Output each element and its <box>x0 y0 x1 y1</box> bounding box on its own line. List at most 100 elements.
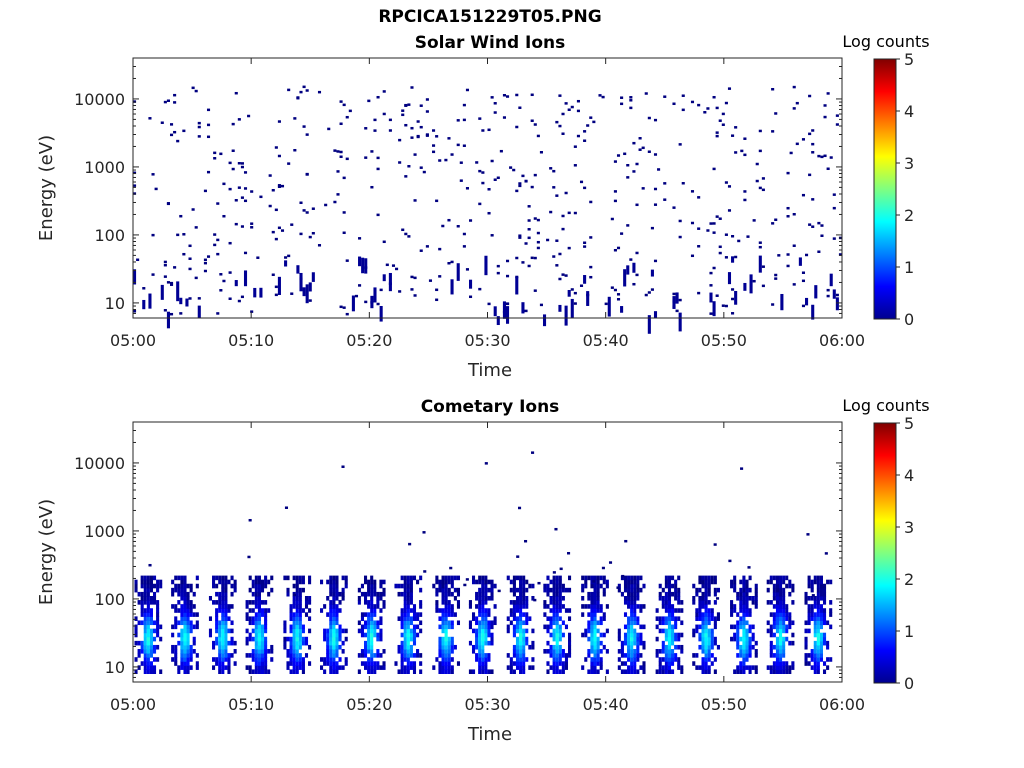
data-pixel <box>143 608 147 613</box>
data-pixel <box>695 628 699 634</box>
data-pixel <box>599 608 603 613</box>
data-pixel <box>159 583 163 589</box>
data-pixel <box>620 640 624 646</box>
data-pixel <box>180 612 184 617</box>
data-pixel <box>379 305 383 322</box>
data-pixel <box>772 595 776 601</box>
data-pixel <box>323 669 327 675</box>
data-pixel <box>739 591 743 597</box>
data-pixel <box>456 225 460 228</box>
data-pixel <box>639 604 643 609</box>
data-pixel <box>519 579 523 585</box>
data-pixel <box>567 246 571 250</box>
data-pixel <box>493 111 497 114</box>
data-pixel <box>620 591 624 597</box>
data-pixel <box>403 587 407 593</box>
data-pixel <box>748 649 752 654</box>
data-pixel <box>633 628 637 634</box>
data-pixel <box>810 579 814 585</box>
data-pixel <box>180 657 184 662</box>
data-pixel <box>336 170 340 173</box>
data-pixel <box>552 665 556 670</box>
data-pixel <box>546 604 550 609</box>
data-pixel <box>254 583 258 589</box>
data-pixel <box>456 263 460 281</box>
data-pixel <box>301 587 305 593</box>
data-pixel <box>296 265 300 274</box>
data-pixel <box>664 657 668 662</box>
data-pixel <box>221 612 225 617</box>
data-pixel <box>555 194 559 197</box>
data-pixel <box>589 116 593 119</box>
data-pixel <box>816 665 820 670</box>
data-pixel <box>191 86 195 90</box>
data-pixel <box>807 583 811 589</box>
data-pixel <box>140 600 144 605</box>
data-pixel <box>713 620 717 626</box>
data-pixel <box>617 632 621 638</box>
data-pixel <box>490 579 494 585</box>
data-pixel <box>254 649 258 654</box>
data-pixel <box>555 661 559 666</box>
data-pixel <box>163 100 167 104</box>
data-pixel <box>552 628 556 634</box>
data-pixel <box>525 595 529 601</box>
data-pixel <box>552 612 556 617</box>
data-pixel <box>791 661 795 666</box>
data-pixel <box>710 608 714 613</box>
data-pixel <box>655 669 659 675</box>
data-pixel <box>558 124 562 128</box>
data-pixel <box>584 657 588 662</box>
data-pixel <box>521 261 525 264</box>
data-pixel <box>304 636 309 642</box>
data-pixel <box>151 233 155 237</box>
data-pixel <box>766 579 770 585</box>
data-pixel <box>680 669 684 675</box>
data-pixel <box>555 583 559 589</box>
data-pixel <box>251 591 255 597</box>
data-pixel <box>724 256 728 259</box>
data-pixel <box>406 600 410 605</box>
data-pixel <box>822 620 827 626</box>
data-pixel <box>379 583 383 589</box>
data-pixel <box>727 87 732 90</box>
data-pixel <box>397 669 401 675</box>
x-tick-label: 05:20 <box>346 695 392 714</box>
data-pixel <box>515 665 520 670</box>
data-pixel <box>813 579 817 585</box>
data-pixel <box>623 640 628 646</box>
data-pixel <box>650 288 654 291</box>
data-pixel <box>471 616 476 621</box>
data-pixel <box>549 653 553 658</box>
data-pixel <box>481 608 485 613</box>
data-pixel <box>410 275 414 279</box>
data-pixel <box>283 620 287 626</box>
data-pixel <box>583 275 587 284</box>
data-pixel <box>632 170 636 173</box>
data-pixel <box>484 636 488 642</box>
data-pixel <box>481 171 485 174</box>
data-pixel <box>552 571 556 574</box>
data-pixel <box>189 653 193 658</box>
data-pixel <box>502 116 506 119</box>
data-pixel <box>438 579 442 585</box>
data-pixel <box>698 579 702 585</box>
data-pixel <box>718 119 722 122</box>
data-pixel <box>447 587 451 593</box>
data-pixel <box>742 669 746 675</box>
data-pixel <box>373 632 377 638</box>
data-pixel <box>822 583 827 589</box>
data-pixel <box>549 210 553 214</box>
data-pixel <box>636 616 640 621</box>
data-pixel <box>447 591 451 597</box>
data-pixel <box>701 583 705 589</box>
data-pixel <box>707 653 711 658</box>
data-pixel <box>707 665 711 670</box>
data-pixel <box>772 604 776 609</box>
data-pixel <box>462 232 466 236</box>
data-pixel <box>816 632 820 638</box>
data-pixel <box>230 640 234 646</box>
data-pixel <box>772 612 776 617</box>
data-pixel <box>367 665 371 670</box>
data-pixel <box>525 587 529 593</box>
